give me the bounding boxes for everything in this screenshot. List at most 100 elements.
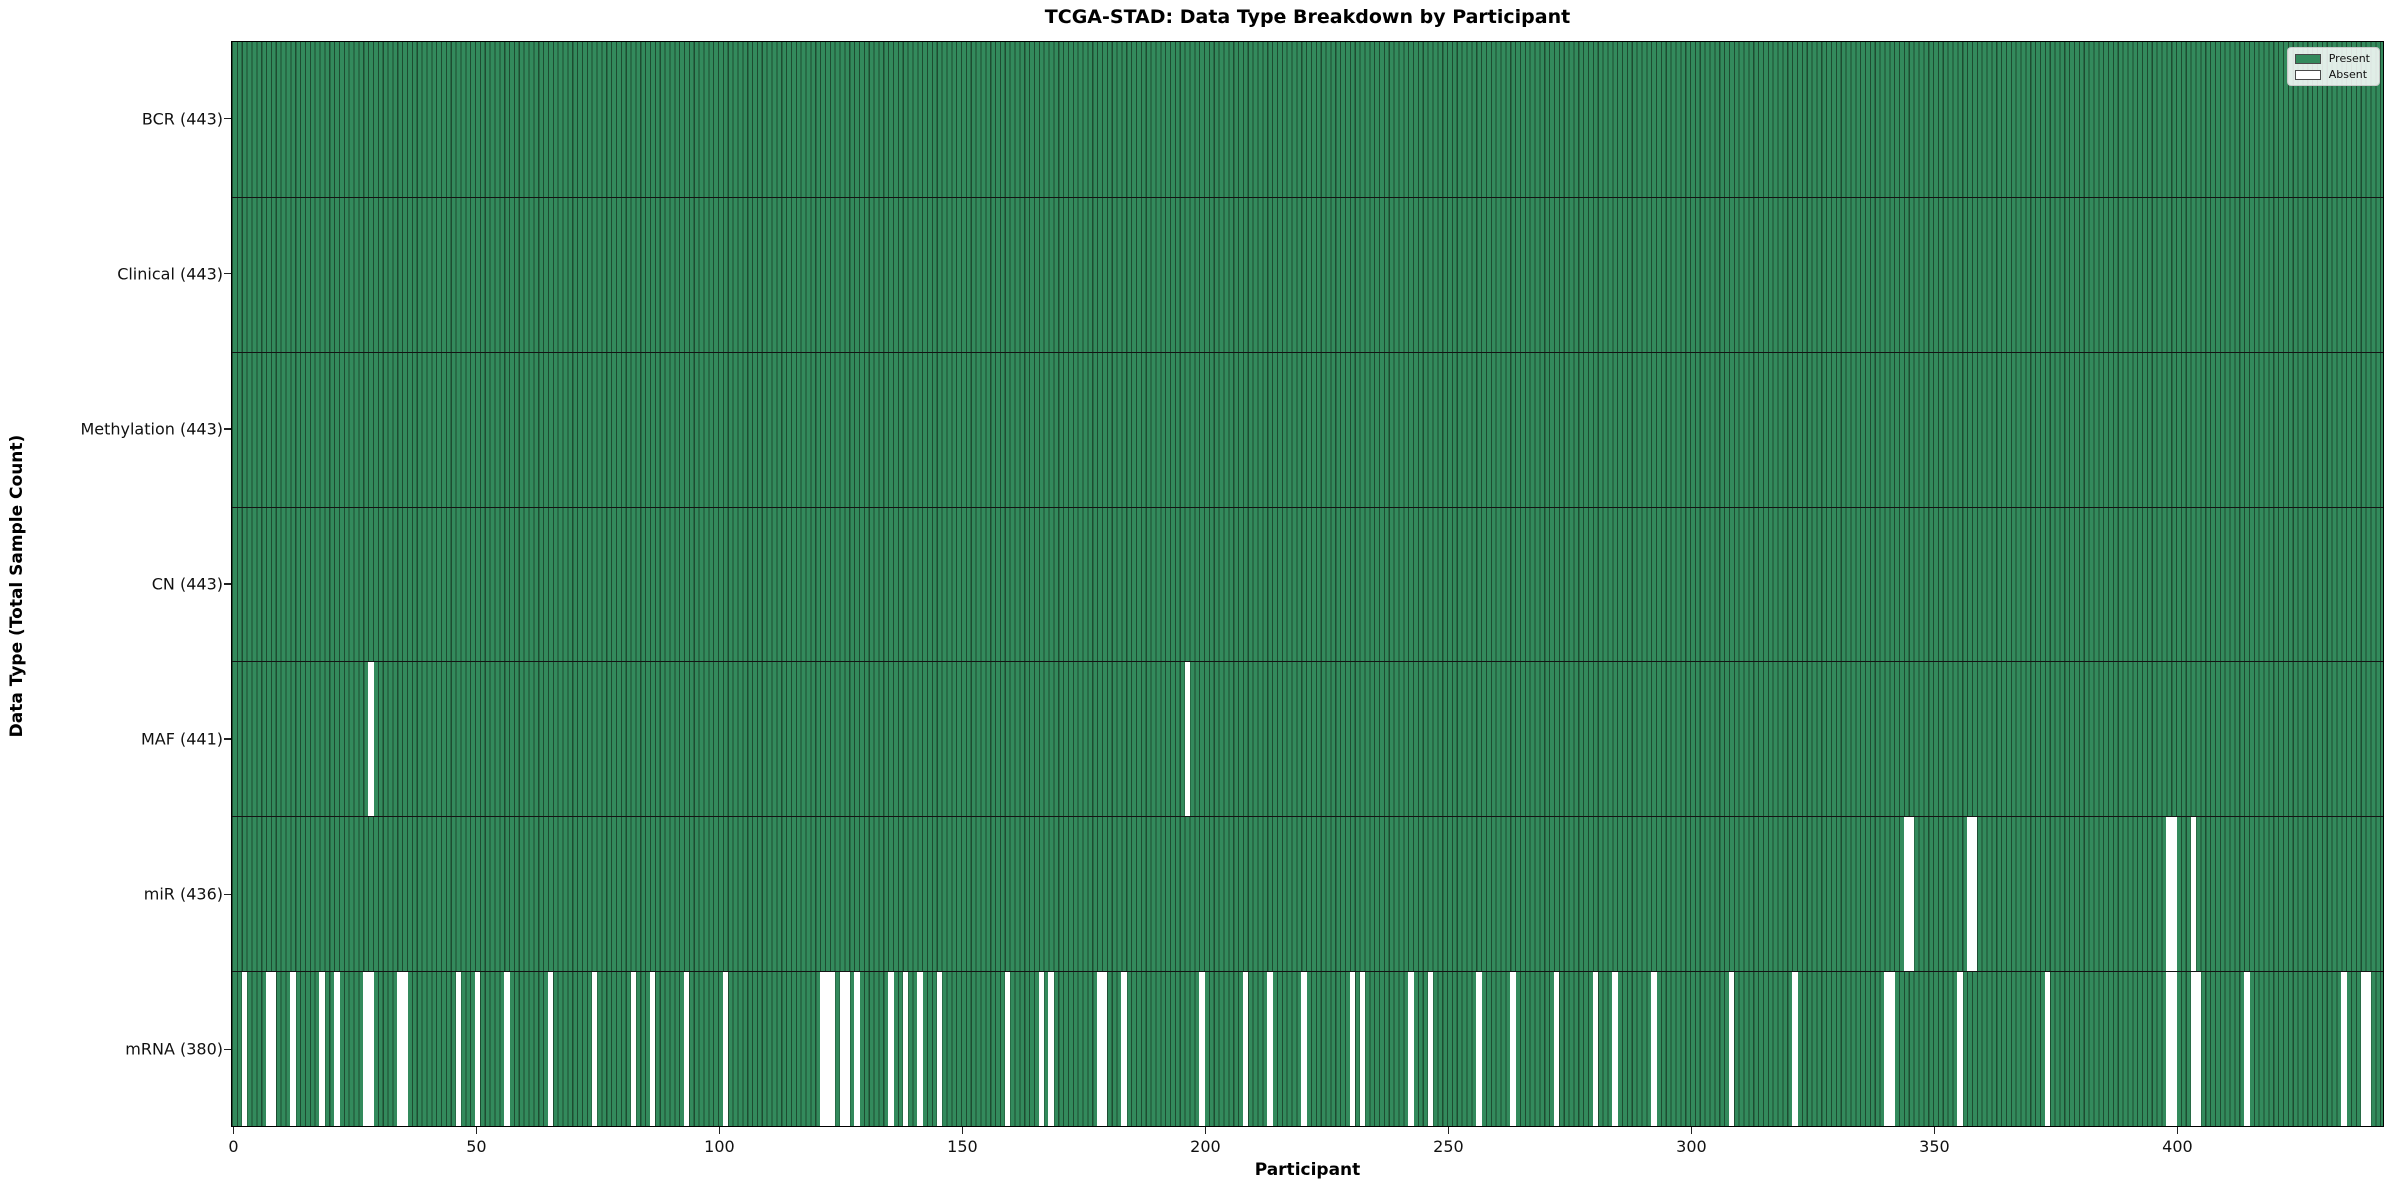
- absent-gap: [888, 972, 894, 1126]
- absent-gap: [1097, 972, 1103, 1126]
- absent-gap: [1349, 972, 1356, 1126]
- absent-gap: [1359, 972, 1365, 1126]
- absent-gap: [1301, 972, 1307, 1126]
- absent-gap: [266, 972, 272, 1126]
- y-tick-mark: [224, 272, 231, 275]
- absent-gap: [363, 972, 369, 1126]
- absent-gap: [1884, 972, 1890, 1126]
- y-tick-mark: [224, 1048, 231, 1051]
- x-tick-label-400: 400: [2162, 1137, 2193, 1156]
- absent-gap: [241, 972, 248, 1126]
- absent-gap: [902, 972, 909, 1126]
- absent-gap: [630, 972, 636, 1126]
- absent-gap: [649, 972, 656, 1126]
- x-tick-mark: [961, 1127, 964, 1134]
- absent-gap: [2190, 817, 2197, 972]
- x-tick-label-250: 250: [1433, 1137, 1464, 1156]
- x-tick-label-50: 50: [466, 1137, 487, 1156]
- absent-gap: [504, 972, 510, 1126]
- datatype-row-mrna: [232, 971, 2383, 1126]
- x-tick-label-100: 100: [704, 1137, 735, 1156]
- absent-gap: [824, 972, 831, 1126]
- present-bars: [232, 352, 2383, 507]
- y-tick-label-cn: CN (443): [151, 574, 223, 594]
- absent-gap: [2171, 817, 2177, 972]
- x-tick-label-0: 0: [228, 1137, 239, 1156]
- absent-swatch: [2294, 69, 2321, 80]
- datatype-row-mir: [232, 816, 2383, 972]
- absent-gap: [829, 972, 836, 1126]
- y-tick-mark: [224, 738, 231, 740]
- legend: Present Absent: [2286, 47, 2380, 86]
- absent-gap: [936, 972, 943, 1126]
- datatype-row-bcr: [232, 42, 2383, 197]
- absent-gap: [591, 972, 598, 1126]
- plot-area: [231, 41, 2384, 1127]
- present-bars: [232, 817, 2383, 972]
- datatype-row-clinical: [232, 196, 2383, 352]
- y-tick-mark: [224, 583, 231, 585]
- absent-gap: [2171, 972, 2177, 1126]
- absent-gap: [1612, 972, 1618, 1126]
- absent-gap: [1728, 972, 1735, 1126]
- absent-gap: [270, 972, 277, 1126]
- x-tick-label-300: 300: [1676, 1137, 1707, 1156]
- absent-gap: [1967, 817, 1973, 972]
- absent-gap: [2365, 972, 2371, 1126]
- absent-gap: [854, 972, 860, 1126]
- absent-gap: [2341, 972, 2347, 1126]
- absent-gap: [839, 972, 845, 1126]
- absent-gap: [917, 972, 923, 1126]
- absent-gap: [1408, 972, 1414, 1126]
- present-bars: [232, 662, 2383, 817]
- x-tick-mark: [718, 1127, 721, 1134]
- absent-gap: [1038, 972, 1045, 1126]
- absent-gap: [844, 972, 850, 1126]
- x-tick-mark: [1933, 1127, 1936, 1134]
- x-tick-mark: [232, 1127, 235, 1134]
- absent-gap: [1592, 972, 1599, 1126]
- absent-gap: [290, 972, 296, 1126]
- absent-gap: [1971, 817, 1978, 972]
- legend-entry-present: Present: [2294, 52, 2370, 65]
- absent-gap: [475, 972, 481, 1126]
- absent-gap: [2166, 817, 2172, 972]
- absent-gap: [368, 662, 374, 817]
- x-tick-label-150: 150: [947, 1137, 978, 1156]
- x-tick-mark: [1447, 1127, 1450, 1134]
- absent-gap: [1267, 972, 1273, 1126]
- absent-gap: [1903, 817, 1910, 972]
- y-tick-label-clinical: Clinical (443): [117, 264, 223, 284]
- x-axis-label: Participant: [1254, 1160, 1361, 1180]
- x-tick-mark: [1204, 1127, 1207, 1134]
- present-bars: [232, 197, 2383, 352]
- absent-gap: [2244, 972, 2250, 1126]
- absent-gap: [1651, 972, 1657, 1126]
- absent-gap: [1004, 972, 1011, 1126]
- legend-present-label: Present: [2328, 52, 2370, 65]
- absent-gap: [1184, 662, 1191, 817]
- absent-gap: [2360, 972, 2367, 1126]
- absent-gap: [368, 972, 374, 1126]
- absent-gap: [2166, 972, 2172, 1126]
- present-swatch: [2294, 53, 2321, 64]
- x-tick-mark: [1690, 1127, 1693, 1134]
- absent-gap: [1427, 972, 1434, 1126]
- absent-gap: [2044, 972, 2051, 1126]
- datatype-row-cn: [232, 506, 2383, 662]
- y-tick-label-bcr: BCR (443): [141, 109, 223, 129]
- absent-gap: [334, 972, 340, 1126]
- legend-entry-absent: Absent: [2294, 69, 2370, 80]
- y-tick-mark: [224, 117, 231, 120]
- x-tick-mark: [2176, 1127, 2179, 1134]
- y-tick-mark: [224, 893, 231, 896]
- datatype-row-methylation: [232, 351, 2383, 507]
- present-bars: [232, 507, 2383, 662]
- absent-gap: [1121, 972, 1127, 1126]
- y-tick-label-methylation: Methylation (443): [80, 419, 223, 439]
- datatype-row-maf: [232, 661, 2383, 817]
- x-tick-label-350: 350: [1919, 1137, 1950, 1156]
- absent-gap: [1792, 972, 1798, 1126]
- present-bars: [232, 972, 2383, 1126]
